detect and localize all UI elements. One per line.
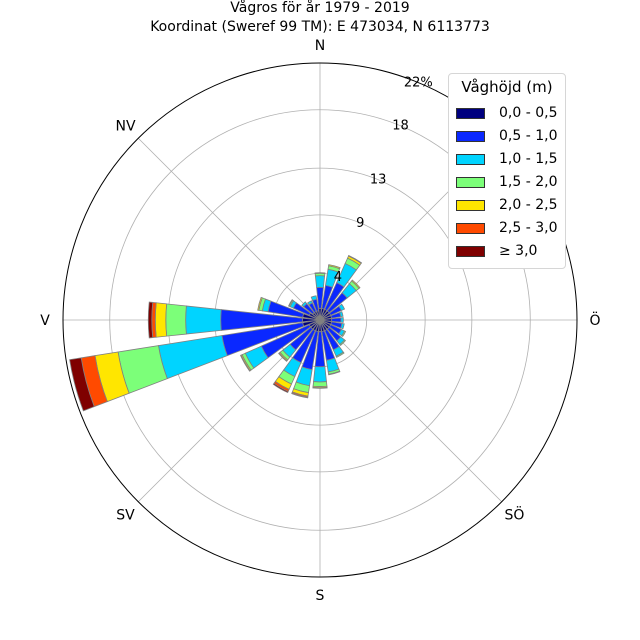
rose-bar-segment [341,330,347,338]
legend-swatch [456,153,485,165]
legend-label: 0,5 - 1,0 [499,128,558,144]
compass-label: V [40,313,50,329]
compass-label: SÖ [505,505,525,523]
compass-label: NV [116,119,136,135]
rose-bar-segment [301,301,308,308]
rose-bar-segment [340,317,344,323]
rose-bar-segment [314,275,326,288]
rose-bar-segment [312,381,328,387]
compass-label: N [315,38,325,54]
rose-bar-segment [312,386,328,389]
rose-bar-segment [340,323,345,330]
rose-bar-segment [331,317,342,323]
rose-bar-segment [314,272,326,274]
rose-bar-segment [69,357,95,412]
legend-label: 1,0 - 1,5 [499,151,558,167]
legend: Våghöjd (m) 0,0 - 0,5 0,5 - 1,0 1,0 - 1,… [448,73,566,269]
legend-label: 1,5 - 2,0 [499,174,558,190]
legend-label: 2,0 - 2,5 [499,197,558,213]
rose-bar-segment [347,254,363,264]
chart-title: Vågros för år 1979 - 2019 [230,0,410,16]
legend-item: ≥ 3,0 [456,242,537,260]
ring-label: 13 [370,173,387,188]
compass-label: SV [116,507,135,523]
rose-bar-segment [165,303,187,337]
legend-item: 1,5 - 2,0 [456,173,557,191]
rose-bar-segment [339,311,344,318]
legend-swatch [456,199,485,211]
rose-bar-segment [351,279,361,289]
rose-bar-segment [313,366,327,383]
rose-bar-segment [328,264,341,270]
chart-subtitle: Koordinat (Sweref 99 TM): E 473034, N 61… [150,19,490,35]
legend-swatch [456,245,485,257]
rose-bar-segment [339,339,346,346]
rose-bar-segment [335,351,345,358]
legend-item: 0,0 - 0,5 [456,104,557,122]
ring-label: 4 [334,270,342,285]
legend-label: 0,0 - 0,5 [499,105,558,121]
grid-spoke [137,137,321,321]
rose-bar-segment [154,302,168,338]
rose-bar-segment [158,335,228,380]
rose-bar-segment [328,370,341,376]
rose-bar-segment [257,296,263,311]
rose-bar-segment [287,299,294,307]
compass-label: S [316,588,325,604]
legend-label: 2,5 - 3,0 [499,220,558,236]
legend-swatch [456,107,485,119]
rose-bar-segment [291,392,309,399]
ring-label: 18 [392,119,409,134]
legend-title: Våghöjd (m) [461,78,553,96]
legend-swatch [456,222,485,234]
rose-bar-segment [307,300,313,306]
rose-bar-segment [278,352,288,362]
legend-swatch [456,176,485,188]
legend-label: ≥ 3,0 [499,243,538,259]
grid-spoke [319,319,503,503]
rose-bar-segment [310,295,318,301]
rose-bar-segment [185,305,222,335]
legend-item: 2,0 - 2,5 [456,196,557,214]
legend-item: 0,5 - 1,0 [456,127,557,145]
ring-label: 9 [356,216,364,231]
legend-item: 2,5 - 3,0 [456,219,557,237]
legend-item: 1,0 - 1,5 [456,150,557,168]
legend-swatch [456,130,485,142]
rose-bars [69,254,363,412]
ring-label: 22% [404,76,433,91]
rose-bar-segment [272,382,289,394]
rose-bar-segment [147,301,154,339]
rose-bar-segment [239,354,251,372]
outer-ring [62,62,578,578]
compass-label: Ö [589,311,600,329]
rose-bar-segment [338,303,346,312]
